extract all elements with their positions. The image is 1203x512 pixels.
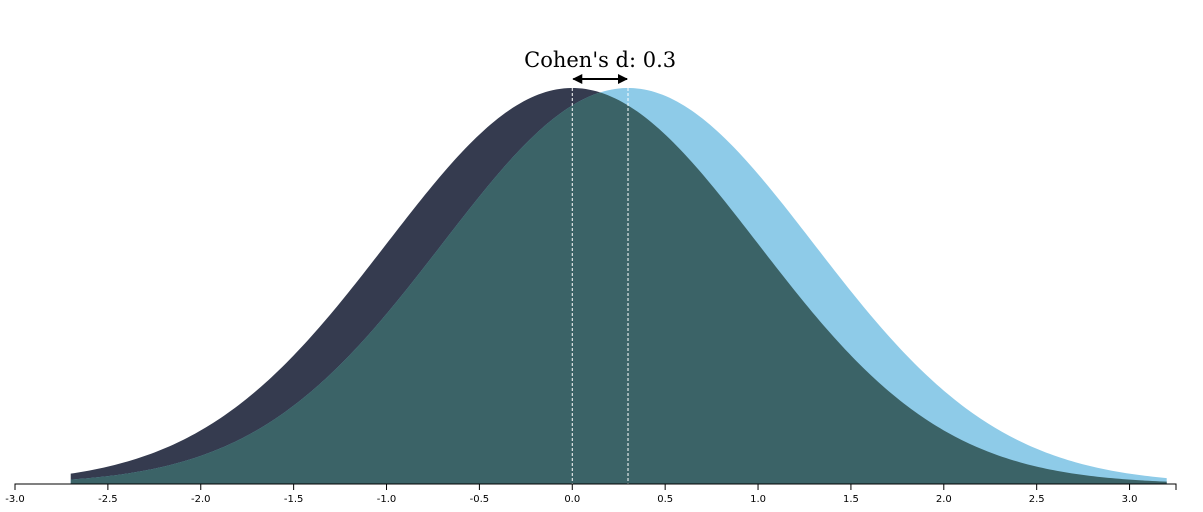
areas-layer xyxy=(70,88,1167,485)
x-axis: -3.0 -2.5 -2.0 -1.5 -1.0 -0.5 0.0 0.5 1.0 1.5 2.0 2… xyxy=(5,483,1177,505)
effect-size-annotation: Cohen's d: 0.3 xyxy=(524,48,676,72)
x-tick-label: -2.0 xyxy=(191,494,211,505)
x-tick-label: -1.0 xyxy=(377,494,397,505)
x-tick-label: -0.5 xyxy=(470,494,490,505)
x-tick-label: -3.0 xyxy=(5,494,25,505)
x-tick-label: -2.5 xyxy=(98,494,118,505)
x-tick-label: 1.0 xyxy=(750,494,766,505)
x-tick-label: 0.0 xyxy=(564,494,580,505)
mean-lines-layer xyxy=(571,88,629,484)
x-tick-label: 1.5 xyxy=(843,494,859,505)
x-tick-label: 2.5 xyxy=(1029,494,1045,505)
x-axis-line xyxy=(14,483,1177,490)
distribution-overlap-area xyxy=(70,88,1167,484)
x-tick-label: 3.0 xyxy=(1122,494,1138,505)
annotation-layer: Cohen's d: 0.3 xyxy=(524,48,676,84)
x-tick-label: 0.5 xyxy=(657,494,673,505)
x-tick-label: -1.5 xyxy=(284,494,304,505)
x-tick-label: 2.0 xyxy=(936,494,952,505)
